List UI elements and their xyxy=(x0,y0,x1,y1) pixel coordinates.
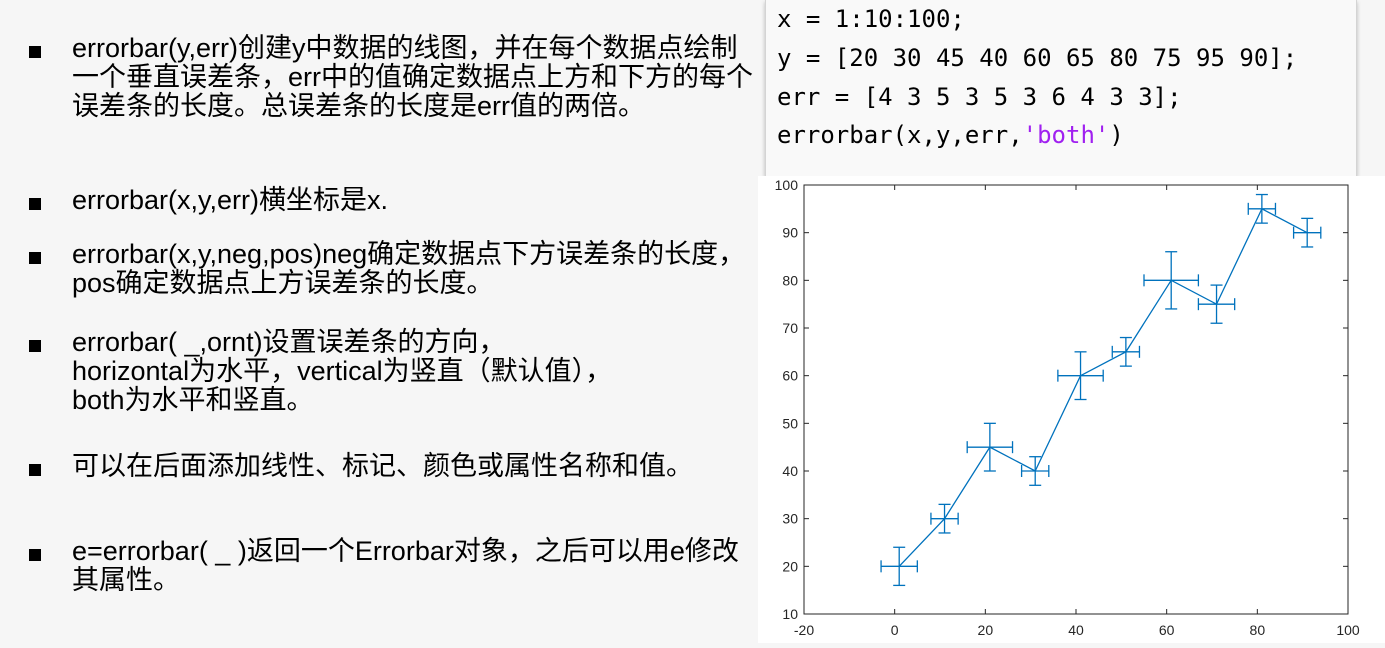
y-tick-label: 10 xyxy=(782,606,798,622)
x-tick-label: 0 xyxy=(891,622,899,638)
bullet-text: errorbar(x,y,err)横坐标是x. xyxy=(72,185,389,215)
x-tick-label: -20 xyxy=(794,622,814,638)
bullet-marker-icon xyxy=(29,252,41,264)
code-string-literal: 'both' xyxy=(1022,121,1110,149)
code-text: ) xyxy=(1109,121,1124,149)
y-tick-label: 50 xyxy=(782,415,798,431)
x-tick-label: 100 xyxy=(1336,622,1360,638)
y-tick-label: 30 xyxy=(782,511,798,527)
y-tick-label: 100 xyxy=(775,177,799,193)
bullet-marker-icon xyxy=(29,198,41,210)
y-tick-label: 90 xyxy=(782,225,798,241)
code-snippet: x = 1:10:100; y = [20 30 45 40 60 65 80 … xyxy=(765,0,1357,177)
bullet-text: errorbar(y,err)创建y中数据的线图，并在每个数据点绘制一个垂直误差… xyxy=(72,33,753,121)
y-tick-label: 20 xyxy=(782,558,798,574)
y-tick-label: 40 xyxy=(782,463,798,479)
code-line: errorbar(x,y,err,'both') xyxy=(777,121,1124,149)
bullet-text: errorbar( _,ornt)设置误差条的方向， horizontal为水平… xyxy=(72,327,613,415)
bullet-text: 可以在后面添加线性、标记、颜色或属性名称和值。 xyxy=(72,451,693,481)
code-text: errorbar(x,y,err, xyxy=(777,121,1023,149)
series-line xyxy=(898,207,1308,567)
y-tick-label: 80 xyxy=(782,272,798,288)
bullet-marker-icon xyxy=(29,340,41,352)
code-line: err = [4 3 5 3 5 3 6 4 3 3]; xyxy=(777,83,1182,111)
y-tick-label: 70 xyxy=(782,320,798,336)
errorbar-chart: -20 0 20 40 60 80 100 10 20 30 40 50 60 70 80 90 100 xyxy=(775,177,1360,638)
errorbar-plot: -20 0 20 40 60 80 100 10 20 30 40 50 60 70 80 90 100 xyxy=(758,176,1385,643)
code-line: y = [20 30 45 40 60 65 80 75 95 90]; xyxy=(777,44,1298,72)
code-line: x = 1:10:100; xyxy=(777,5,965,33)
x-tick-label: 20 xyxy=(978,622,994,638)
bullet-marker-icon xyxy=(29,46,41,58)
x-tick-label: 40 xyxy=(1068,622,1084,638)
bullet-marker-icon xyxy=(29,464,41,476)
x-tick-label: 80 xyxy=(1250,622,1266,638)
y-tick-label: 60 xyxy=(782,368,798,384)
bullet-text: e=errorbar( _ )返回一个Errorbar对象，之后可以用e修改其属… xyxy=(72,536,739,595)
bullet-marker-icon xyxy=(29,549,41,561)
bullet-text: errorbar(x,y,neg,pos)neg确定数据点下方误差条的长度，po… xyxy=(72,239,746,298)
x-tick-label: 60 xyxy=(1159,622,1175,638)
